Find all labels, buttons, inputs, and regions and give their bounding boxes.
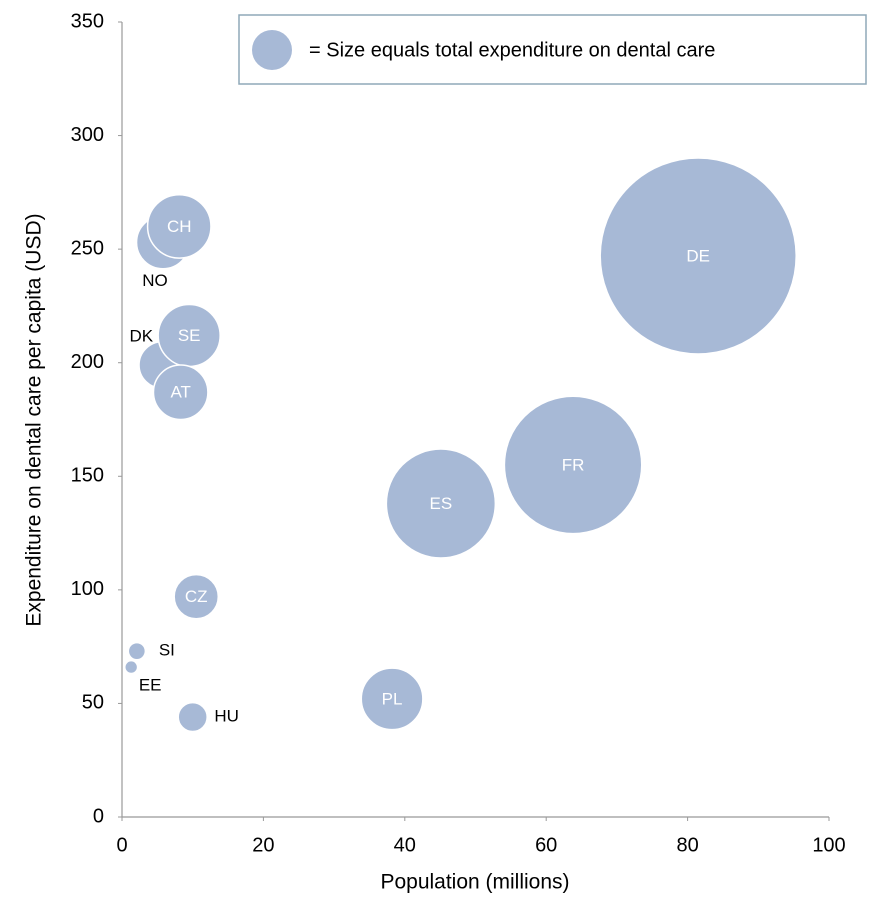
x-axis-title: Population (millions) (380, 871, 569, 894)
bubble-label: DK (129, 326, 153, 345)
x-tick-label: 0 (116, 834, 127, 856)
bubble (503, 395, 643, 535)
legend-swatch (252, 30, 292, 70)
bubble (385, 448, 497, 559)
bubble (177, 701, 208, 733)
bubble-label: NO (142, 271, 168, 290)
bubble (360, 667, 424, 731)
y-tick-label: 100 (71, 578, 104, 600)
bubble (152, 364, 209, 421)
x-tick-label: 60 (535, 834, 557, 856)
bubble (127, 641, 147, 661)
x-tick-label: 40 (394, 834, 416, 856)
y-tick-label: 200 (71, 351, 104, 373)
bubble-label: FR (562, 455, 585, 474)
y-tick-label: 150 (71, 465, 104, 487)
bubble-label: EE (139, 676, 162, 695)
bubble-label: DE (686, 246, 710, 265)
bubble-label: ES (430, 494, 453, 513)
bubble-label: HU (214, 707, 239, 726)
y-axis-title: Expenditure on dental care per capita (U… (23, 213, 46, 626)
bubble-label: CH (167, 217, 192, 236)
bubble-label: AT (170, 383, 190, 402)
bubble-label: SI (159, 641, 175, 660)
y-tick-label: 350 (71, 10, 104, 32)
bubble (599, 157, 797, 355)
bubble-label: PL (382, 689, 403, 708)
bubble-label: SE (178, 326, 201, 345)
x-tick-label: 80 (676, 834, 698, 856)
x-tick-label: 20 (252, 834, 274, 856)
y-tick-label: 50 (82, 692, 104, 714)
y-tick-label: 0 (93, 805, 104, 827)
bubble (173, 573, 220, 620)
y-tick-label: 300 (71, 124, 104, 146)
legend-text: = Size equals total expenditure on denta… (309, 39, 715, 61)
y-tick-label: 250 (71, 237, 104, 259)
bubble (124, 659, 139, 675)
legend-box (238, 14, 867, 85)
bubble-label: CZ (185, 587, 208, 606)
x-tick-label: 100 (812, 834, 845, 856)
bubble (146, 193, 212, 259)
